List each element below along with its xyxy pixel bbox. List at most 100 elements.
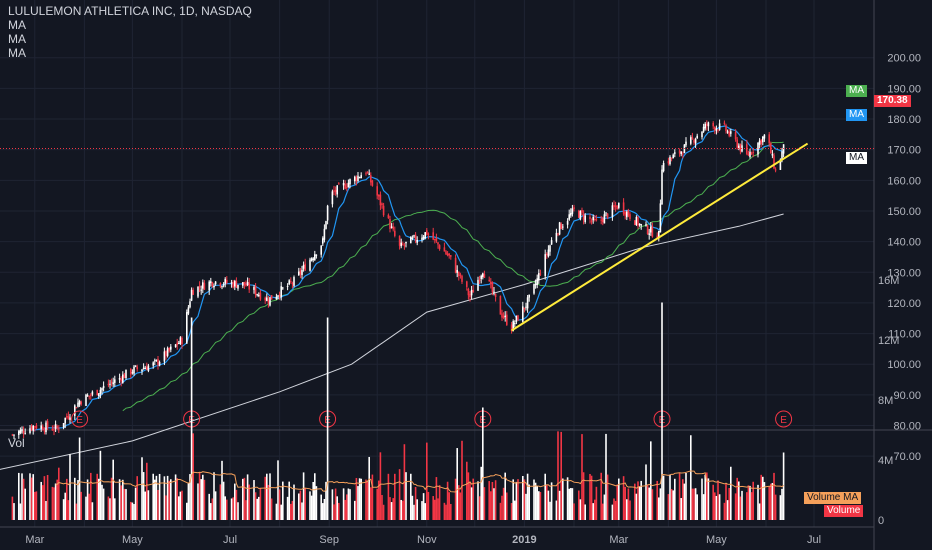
candle-body — [682, 153, 684, 155]
volume-bar — [467, 472, 470, 520]
candle-body — [230, 282, 233, 284]
volume-bar — [114, 498, 116, 520]
volume-bar — [702, 494, 705, 520]
candle-body — [770, 143, 772, 154]
candle-body — [254, 285, 257, 295]
candle-body — [114, 379, 116, 383]
volume-bar — [371, 474, 374, 520]
volume-bar — [323, 498, 326, 520]
volume-bar — [107, 496, 110, 520]
volume-bar — [741, 490, 743, 520]
candle-body — [478, 279, 481, 281]
volume-bar — [392, 498, 394, 520]
volume-bar — [435, 477, 438, 520]
candle-body — [54, 424, 57, 429]
candle-body — [118, 377, 121, 380]
candle-body — [282, 287, 284, 289]
volume-bar — [674, 478, 676, 520]
candle-body — [730, 131, 732, 134]
time-tick-label: May — [122, 534, 143, 546]
candle-body — [467, 288, 470, 296]
candle-body — [210, 281, 212, 284]
volume-bar — [168, 480, 170, 520]
candle-body — [334, 190, 337, 193]
candle-body — [566, 221, 569, 225]
volume-bar — [30, 477, 33, 520]
volume-bar — [566, 477, 569, 520]
volume-bar — [146, 462, 148, 520]
price-tick-label: 170.00 — [887, 145, 921, 157]
volume-bar — [570, 488, 572, 520]
candle-body — [358, 177, 361, 179]
volume-bar — [558, 490, 561, 520]
candle-body — [18, 431, 20, 436]
candle-body — [320, 245, 322, 255]
candle-body — [706, 124, 708, 126]
candle-body — [568, 214, 570, 220]
volume-bar — [56, 479, 58, 520]
volume-bar — [133, 504, 135, 520]
volume-bar — [365, 479, 367, 520]
candle-body — [349, 179, 351, 185]
candle-body — [178, 343, 180, 345]
volume-bar — [237, 502, 239, 520]
volume-bar — [693, 488, 695, 520]
candle-body — [51, 429, 54, 431]
candle-body — [291, 283, 294, 285]
candle-body — [277, 295, 279, 297]
volume-bar — [99, 450, 102, 520]
candle-body — [432, 232, 434, 240]
volume-bar — [19, 503, 22, 520]
volume-bar — [494, 480, 497, 520]
volume-bar — [200, 479, 202, 520]
volume-bar — [624, 486, 626, 520]
volume-bar — [230, 498, 233, 520]
candle-body — [461, 275, 463, 282]
volume-bar — [469, 482, 471, 520]
volume-bar — [773, 472, 775, 520]
candle-body — [728, 131, 730, 136]
candle-body — [702, 126, 705, 132]
volume-bar — [166, 475, 169, 520]
volume-bar — [736, 477, 738, 520]
volume-bar — [544, 473, 546, 520]
volume-bar — [411, 495, 414, 520]
volume-bar — [24, 488, 26, 520]
candle-body — [648, 233, 650, 235]
candle-body — [749, 151, 751, 157]
volume-bar — [650, 441, 652, 520]
volume-bar — [144, 491, 146, 520]
candle-body — [414, 234, 417, 241]
volume-bar — [450, 503, 452, 520]
volume-bar — [714, 492, 716, 520]
candle-body — [66, 416, 68, 418]
candle-body — [90, 394, 92, 396]
volume-bar — [304, 487, 306, 520]
volume-tick-label: 8M — [878, 395, 893, 407]
candle-body — [152, 362, 154, 366]
candle-body — [589, 216, 591, 219]
candle-body — [758, 140, 761, 145]
candle-body — [723, 122, 726, 124]
candle-body — [110, 381, 113, 383]
volume-bar — [672, 490, 674, 520]
candle-body — [120, 378, 122, 382]
volume-bar — [781, 488, 783, 520]
candle-body — [472, 289, 474, 293]
volume-bar — [152, 473, 154, 520]
candle-body — [584, 215, 586, 222]
candle-body — [208, 281, 210, 291]
volume-bar — [155, 475, 158, 520]
candle-body — [571, 208, 574, 214]
candle-body — [333, 190, 335, 192]
candle-body — [693, 140, 695, 143]
candle-body — [438, 245, 441, 250]
volume-bar — [528, 484, 530, 520]
candle-body — [437, 242, 439, 245]
volume-bar — [434, 499, 436, 520]
candle-body — [534, 283, 537, 286]
candle-body — [454, 257, 457, 273]
volume-pane-title: Vol — [8, 436, 25, 450]
volume-bar — [445, 504, 447, 520]
